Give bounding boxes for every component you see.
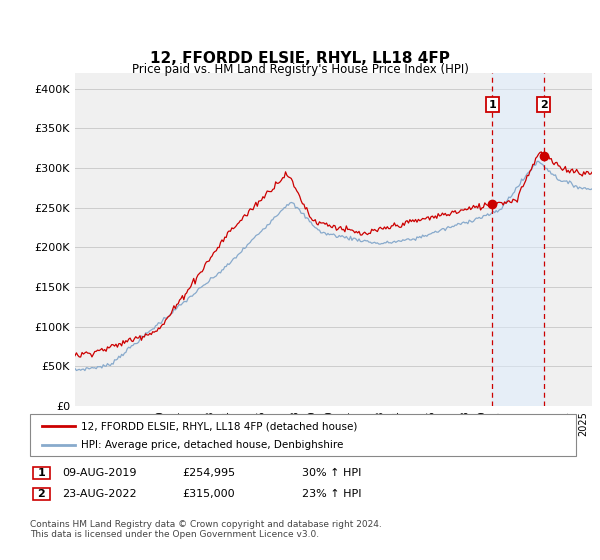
- Text: £315,000: £315,000: [182, 489, 235, 499]
- Text: 1: 1: [488, 100, 496, 110]
- Text: 1: 1: [38, 468, 45, 478]
- Text: 2: 2: [540, 100, 548, 110]
- Text: 12, FFORDD ELSIE, RHYL, LL18 4FP (detached house): 12, FFORDD ELSIE, RHYL, LL18 4FP (detach…: [81, 421, 358, 431]
- Text: £254,995: £254,995: [182, 468, 235, 478]
- Text: 09-AUG-2019: 09-AUG-2019: [62, 468, 136, 478]
- Text: 23% ↑ HPI: 23% ↑ HPI: [302, 489, 361, 499]
- Text: 12, FFORDD ELSIE, RHYL, LL18 4FP: 12, FFORDD ELSIE, RHYL, LL18 4FP: [150, 52, 450, 66]
- Text: Contains HM Land Registry data © Crown copyright and database right 2024.
This d: Contains HM Land Registry data © Crown c…: [30, 520, 382, 539]
- Text: 2: 2: [38, 489, 45, 499]
- Text: 30% ↑ HPI: 30% ↑ HPI: [302, 468, 361, 478]
- Bar: [493, 73, 544, 406]
- Text: 23-AUG-2022: 23-AUG-2022: [62, 489, 136, 499]
- Text: Price paid vs. HM Land Registry's House Price Index (HPI): Price paid vs. HM Land Registry's House …: [131, 63, 469, 76]
- Text: HPI: Average price, detached house, Denbighshire: HPI: Average price, detached house, Denb…: [81, 440, 343, 450]
